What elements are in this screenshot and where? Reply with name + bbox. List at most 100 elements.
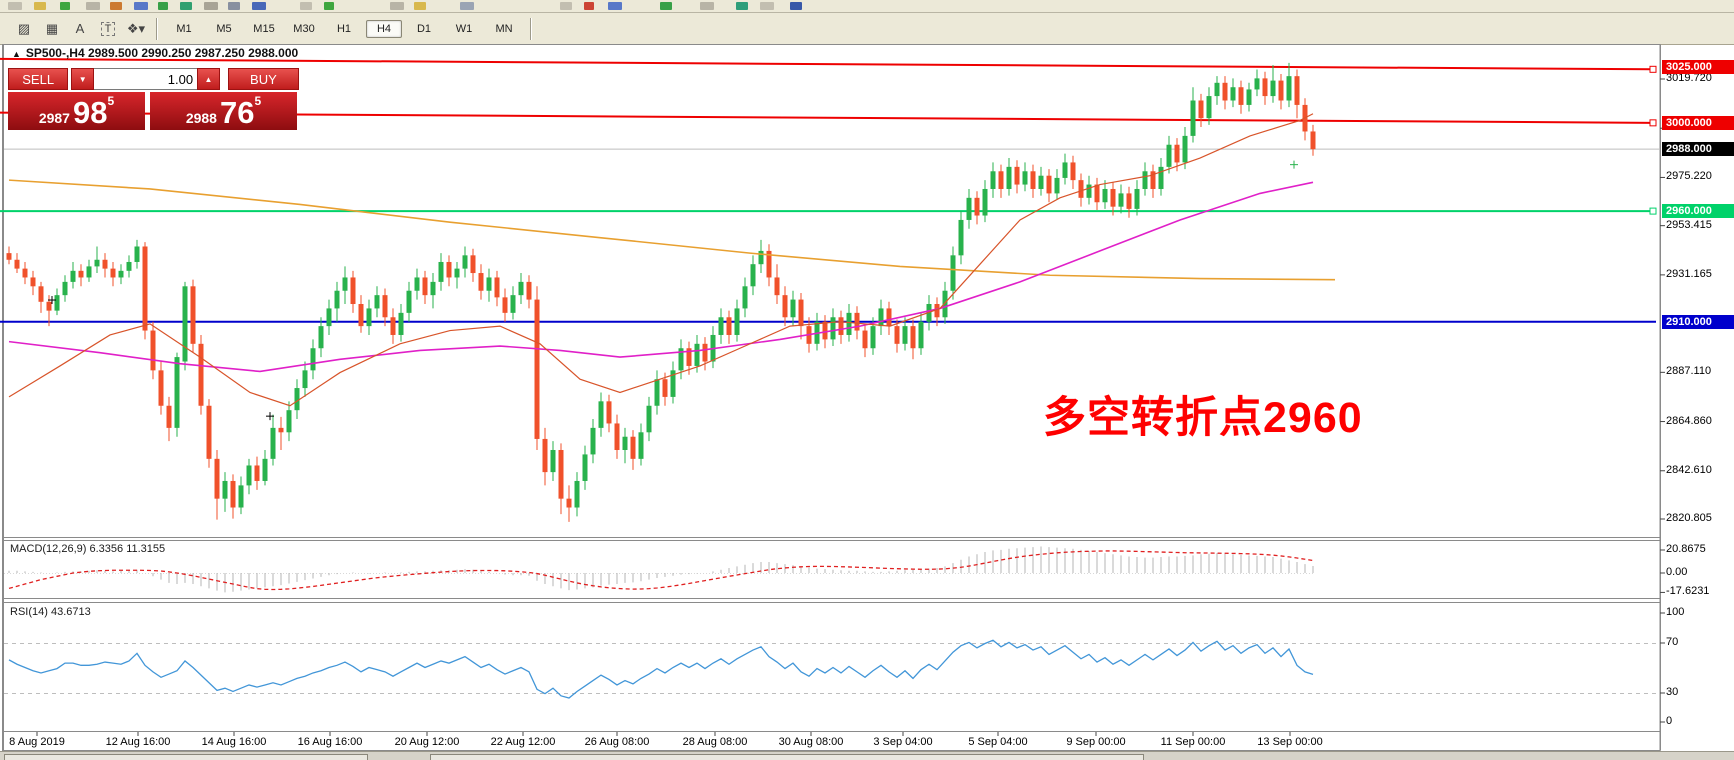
timeframe-button-M1[interactable]: M1 <box>176 22 192 35</box>
price-tick-label: 2864.860 <box>1666 414 1712 427</box>
price-tick-label: 2820.805 <box>1666 511 1712 524</box>
price-level-badge: 2910.000 <box>1662 314 1734 329</box>
truncated-icon[interactable] <box>180 2 192 10</box>
time-axis-label: 20 Aug 12:00 <box>394 736 460 748</box>
macd-axis-label: -17.6231 <box>1666 585 1710 598</box>
truncated-icon[interactable] <box>34 2 46 10</box>
rsi-indicator-label: RSI(14) 43.6713 <box>10 606 91 618</box>
timeframe-button-M5[interactable]: M5 <box>216 22 232 35</box>
symbol-ohlc-text: SP500-,H4 2989.500 2990.250 2987.250 298… <box>25 46 299 60</box>
truncated-icon[interactable] <box>8 2 22 10</box>
time-axis-label: 16 Aug 16:00 <box>297 736 363 748</box>
collapse-triangle-icon[interactable]: ▲ <box>12 49 21 59</box>
time-axis-label: 8 Aug 2019 <box>9 736 65 748</box>
truncated-icon[interactable] <box>134 2 148 10</box>
chart-toolbar: ▨ ▦ A T ❖▾ M1 M5 M15 M30 H1 H4 D1 W1 MN <box>0 13 1734 45</box>
volume-increase-button[interactable]: ▲ <box>197 68 220 90</box>
price-level-badge: 3025.000 <box>1662 60 1734 75</box>
truncated-icon[interactable] <box>86 2 100 10</box>
rsi-axis-label: 0 <box>1666 715 1673 727</box>
truncated-icon[interactable] <box>584 2 594 10</box>
time-axis-label: 30 Aug 08:00 <box>778 736 844 748</box>
buy-price-handle: 2988 <box>185 110 217 126</box>
truncated-icon[interactable] <box>790 2 802 10</box>
macd-axis-label: 20.8675 <box>1666 543 1706 555</box>
price-level-badge: 3000.000 <box>1662 115 1734 130</box>
sell-price-box[interactable]: 2987 98 5 <box>8 92 145 130</box>
volume-decrease-button[interactable]: ▼ <box>71 68 95 90</box>
time-axis-label: 11 Sep 00:00 <box>1160 736 1226 748</box>
truncated-icon[interactable] <box>700 2 714 10</box>
level-line-3025.000 <box>0 57 1657 71</box>
time-axis-label: 3 Sep 04:00 <box>873 736 933 748</box>
truncated-toolbar-strip <box>0 0 1734 13</box>
chinese-annotation-text: 多空转折点2960 <box>1043 394 1363 442</box>
truncated-bottom-bar <box>0 751 1734 760</box>
truncated-icon[interactable] <box>460 2 474 10</box>
buy-price-box[interactable]: 2988 76 5 <box>150 92 297 130</box>
truncated-icon[interactable] <box>60 2 70 10</box>
text-a-icon[interactable]: A <box>75 21 85 36</box>
symbol-title: ▲ SP500-,H4 2989.500 2990.250 2987.250 29… <box>12 46 298 60</box>
price-tick-label: 2842.610 <box>1666 463 1712 476</box>
timeframe-button-MN[interactable]: MN <box>495 22 513 35</box>
truncated-icon[interactable] <box>760 2 774 10</box>
truncated-icon[interactable] <box>324 2 334 10</box>
timeframe-button-M30[interactable]: M30 <box>293 22 315 35</box>
time-axis-label: 26 Aug 08:00 <box>584 736 650 748</box>
truncated-icon[interactable] <box>300 2 312 10</box>
rsi-axis-label: 30 <box>1666 686 1679 698</box>
truncated-icon[interactable] <box>560 2 572 10</box>
timeframe-button-D1[interactable]: D1 <box>416 22 432 35</box>
sell-button[interactable]: SELL <box>8 68 69 90</box>
text-box-icon[interactable]: T <box>96 18 120 40</box>
crosshair-hatch-icon[interactable]: ▨ <box>17 20 31 36</box>
objects-icon[interactable]: ❖▾ <box>126 20 146 36</box>
price-tick-label: 2953.415 <box>1666 218 1712 231</box>
time-axis-label: 22 Aug 12:00 <box>490 736 556 748</box>
price-tick-label: 3019.720 <box>1666 72 1712 84</box>
price-tick-label: 2887.110 <box>1666 365 1712 378</box>
truncated-icon[interactable] <box>228 2 240 10</box>
toolbar-separator <box>156 17 158 40</box>
grid-f-icon[interactable]: ▦ <box>45 20 59 36</box>
buy-button[interactable]: BUY <box>227 68 299 90</box>
buy-price-fraction: 5 <box>254 94 262 108</box>
price-tick-label: 2931.165 <box>1666 267 1712 280</box>
sell-price-handle: 2987 <box>38 110 70 126</box>
timeframe-button-H1[interactable]: H1 <box>336 22 352 35</box>
price-level-badge: 2960.000 <box>1662 204 1734 219</box>
truncated-icon[interactable] <box>158 2 168 10</box>
sell-price-pips: 98 <box>72 95 108 130</box>
bottom-tab-fragment[interactable] <box>4 754 368 760</box>
price-tick-label: 2975.220 <box>1666 170 1712 183</box>
truncated-icon[interactable] <box>252 2 266 10</box>
current-price-badge: 2988.000 <box>1662 142 1734 157</box>
sell-price-fraction: 5 <box>107 94 115 108</box>
truncated-icon[interactable] <box>608 2 622 10</box>
chart-window <box>2 44 1663 751</box>
truncated-icon[interactable] <box>660 2 672 10</box>
time-axis-label: 12 Aug 16:00 <box>105 736 171 748</box>
bottom-tab-fragment[interactable] <box>430 754 1144 760</box>
timeframe-button-W1[interactable]: W1 <box>455 22 473 35</box>
time-axis-label: 28 Aug 08:00 <box>682 736 748 748</box>
time-axis-label: 9 Sep 00:00 <box>1066 736 1126 748</box>
one-click-trade-panel: SELL ▼ ▲ BUY 2987 98 5 2988 76 5 <box>8 68 299 130</box>
timeframe-button-H4[interactable]: H4 <box>366 19 402 38</box>
truncated-icon[interactable] <box>110 2 122 10</box>
timeframe-button-M15[interactable]: M15 <box>253 22 275 35</box>
macd-indicator-label: MACD(12,26,9) 6.3356 11.3155 <box>10 543 166 555</box>
toolbar-separator <box>530 17 532 40</box>
time-axis-label: 14 Aug 16:00 <box>201 736 267 748</box>
buy-price-pips: 76 <box>219 95 255 130</box>
truncated-icon[interactable] <box>414 2 426 10</box>
volume-input[interactable] <box>94 68 198 90</box>
truncated-icon[interactable] <box>736 2 748 10</box>
macd-axis-label: 0.00 <box>1666 566 1688 578</box>
truncated-icon[interactable] <box>390 2 404 10</box>
time-axis-label: 13 Sep 00:00 <box>1257 736 1323 748</box>
truncated-icon[interactable] <box>204 2 218 10</box>
